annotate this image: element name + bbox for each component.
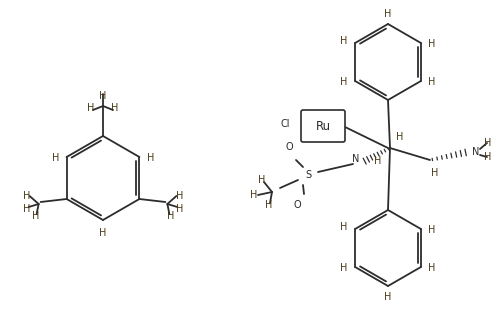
Text: N: N bbox=[352, 154, 360, 164]
Text: H: H bbox=[340, 263, 348, 273]
Text: H: H bbox=[428, 77, 435, 87]
Text: H: H bbox=[87, 103, 94, 113]
Text: O: O bbox=[293, 200, 301, 210]
Text: H: H bbox=[428, 263, 435, 273]
Text: N: N bbox=[472, 147, 480, 157]
Text: Cl: Cl bbox=[280, 119, 290, 129]
Text: H: H bbox=[250, 190, 258, 200]
Text: H: H bbox=[428, 39, 435, 49]
Text: H: H bbox=[397, 132, 404, 142]
Text: O: O bbox=[285, 142, 293, 152]
Text: H: H bbox=[176, 191, 183, 201]
Text: H: H bbox=[99, 228, 107, 238]
Text: H: H bbox=[23, 204, 31, 214]
Text: H: H bbox=[384, 9, 392, 19]
Text: H: H bbox=[176, 204, 183, 214]
Text: H: H bbox=[23, 191, 31, 201]
Text: H: H bbox=[340, 77, 348, 87]
Text: H: H bbox=[265, 200, 273, 210]
Text: H: H bbox=[384, 292, 392, 302]
FancyBboxPatch shape bbox=[301, 110, 345, 142]
Text: Ru: Ru bbox=[315, 120, 331, 132]
Text: H: H bbox=[32, 211, 39, 221]
Text: H: H bbox=[428, 225, 435, 235]
Text: H: H bbox=[147, 153, 154, 163]
Text: H: H bbox=[374, 156, 382, 166]
Text: H: H bbox=[111, 103, 119, 113]
Text: H: H bbox=[52, 153, 60, 163]
Text: H: H bbox=[431, 168, 439, 178]
Text: H: H bbox=[258, 175, 266, 185]
Text: H: H bbox=[484, 152, 492, 162]
Text: H: H bbox=[340, 222, 348, 232]
Text: H: H bbox=[99, 91, 107, 101]
Text: S: S bbox=[305, 170, 311, 180]
Text: H: H bbox=[167, 211, 174, 221]
Text: H: H bbox=[484, 138, 492, 148]
Text: H: H bbox=[340, 36, 348, 46]
